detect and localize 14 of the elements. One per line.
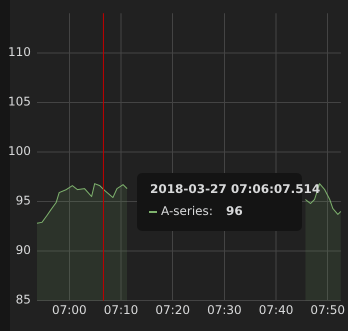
x-tick-label: 07:40 [258,302,294,317]
x-tick-label: 07:30 [207,302,242,317]
x-tick-label: 07:20 [155,302,190,317]
x-tick-label: 07:00 [52,302,87,317]
y-tick-label: 110 [8,44,31,59]
y-tick-label: 100 [8,144,31,158]
y-tick-label: 85 [16,292,31,307]
x-tick-label: 07:50 [310,302,346,317]
annotation: 96 [226,204,243,218]
y-tick-label: 95 [16,194,31,208]
y-tick-label: 90 [16,243,31,258]
x-tick-label: 07:10 [104,302,138,317]
y-tick-label: 105 [8,94,31,109]
legend-label: A-series: [161,204,213,218]
